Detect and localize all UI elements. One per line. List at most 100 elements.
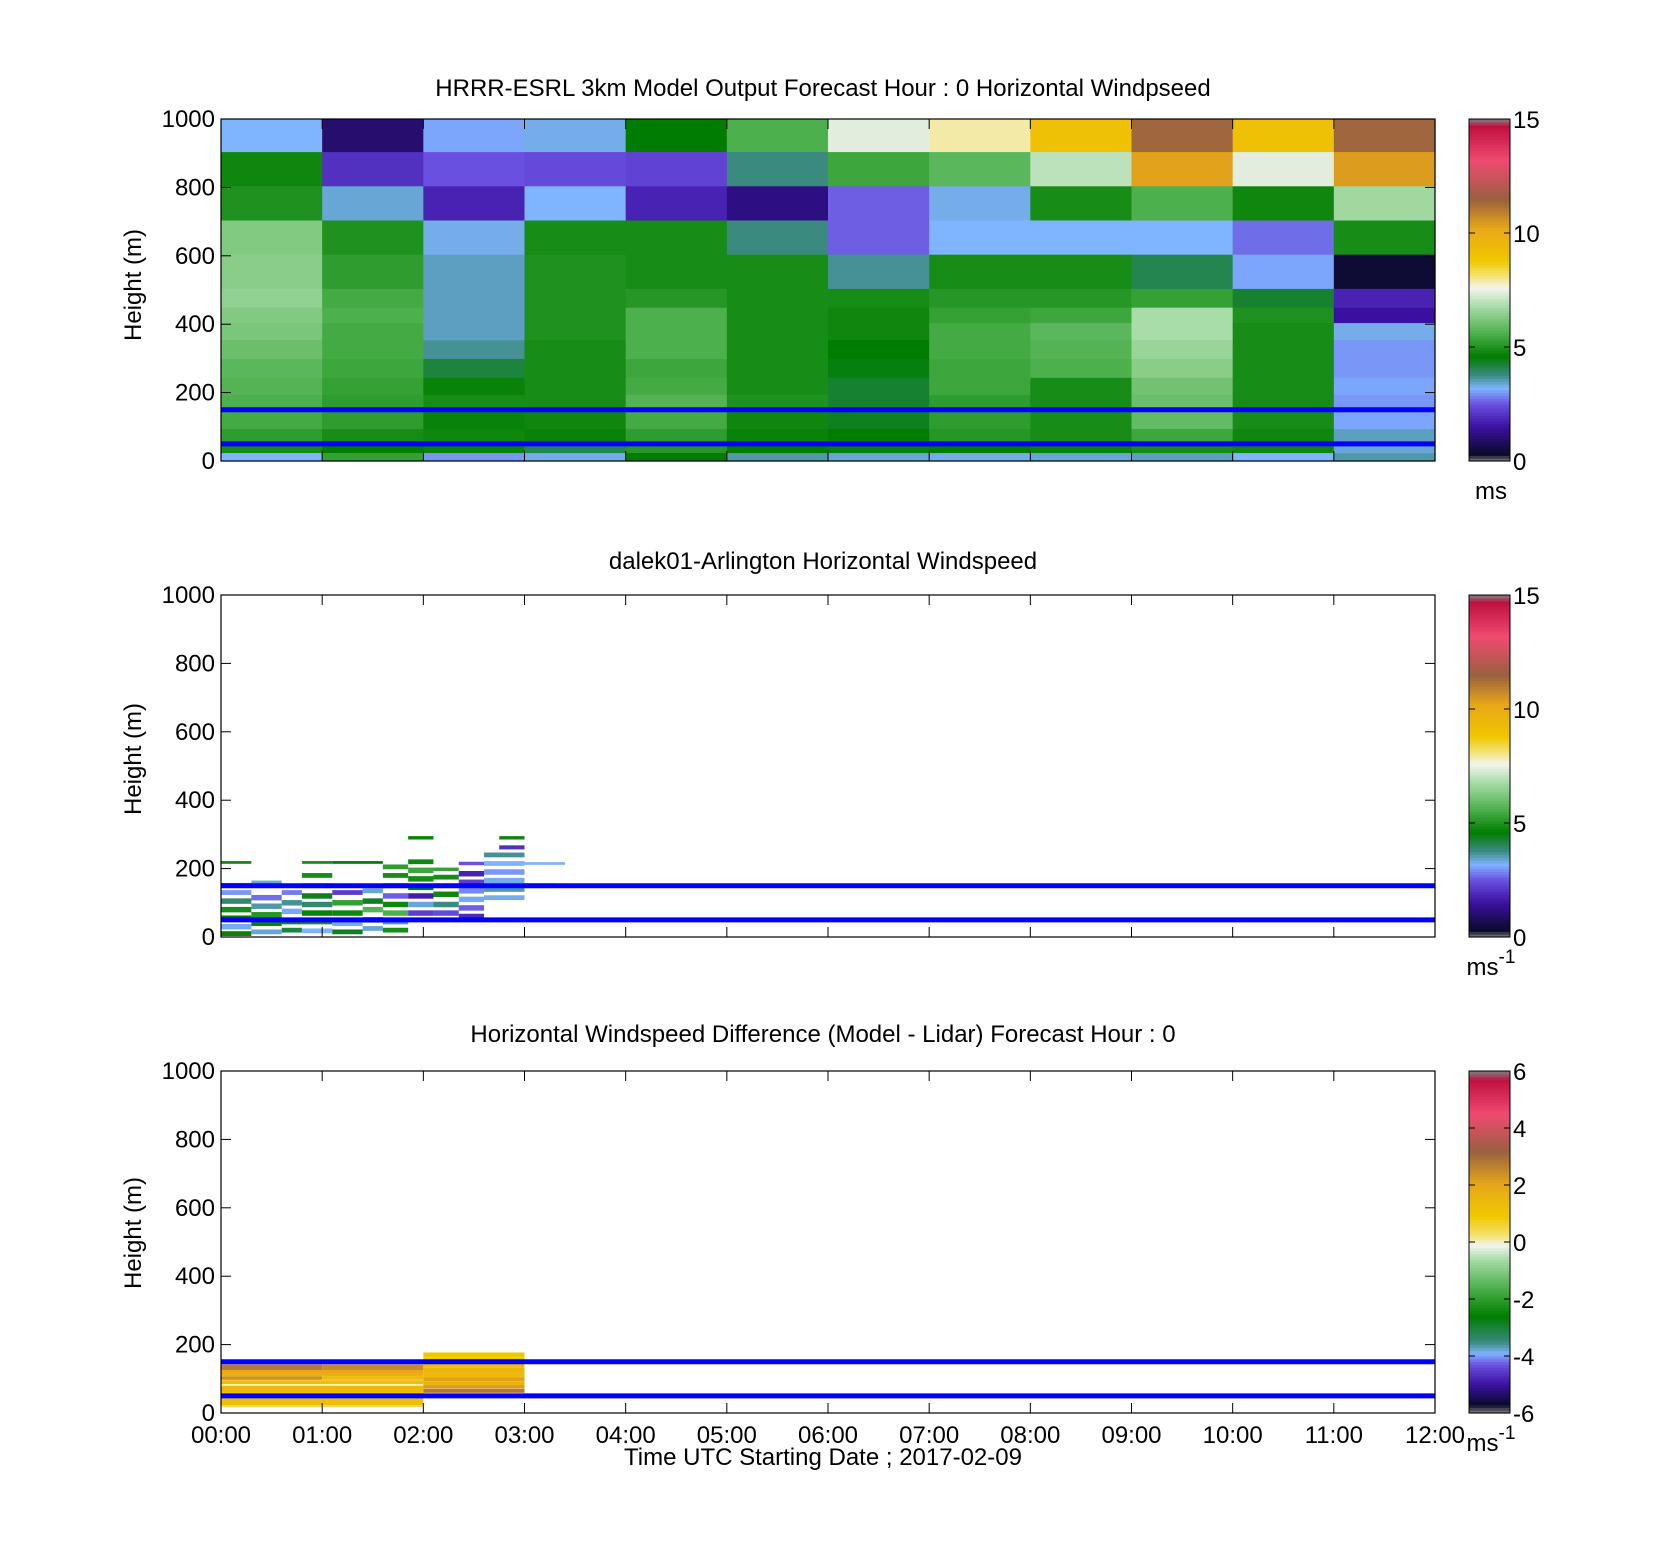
- colorbar-band: [1469, 1122, 1510, 1126]
- heatmap-cell: [1131, 151, 1234, 187]
- colorbar-unit: ms-1: [1467, 947, 1516, 981]
- colorbar-band: [1469, 1210, 1510, 1215]
- colorbar-band: [1469, 922, 1510, 927]
- model-axes: 0 200 400 600 800 1000: [162, 106, 1436, 475]
- colorbar-band: [1469, 1256, 1510, 1260]
- colorbar-band: [1469, 1219, 1510, 1223]
- data-segment: [484, 895, 525, 901]
- colorbar-band: [1469, 1216, 1510, 1220]
- colorbar-tick-label: 10: [1513, 697, 1540, 724]
- heatmap-cell: [322, 119, 424, 153]
- colorbar-band: [1469, 378, 1510, 382]
- colorbar-band: [1469, 808, 1510, 813]
- colorbar-band: [1469, 831, 1510, 835]
- colorbar-band: [1469, 643, 1510, 647]
- colorbar-band: [1469, 238, 1510, 243]
- heatmap-cell: [1030, 339, 1133, 359]
- colorbar-band: [1469, 124, 1510, 129]
- colorbar-band: [1469, 1119, 1510, 1123]
- colorbar-band: [1469, 788, 1510, 793]
- colorbar-band: [1469, 167, 1510, 171]
- data-segment: [524, 862, 565, 865]
- colorbar-band: [1469, 1407, 1510, 1411]
- colorbar-band: [1469, 728, 1510, 733]
- colorbar-band: [1469, 207, 1510, 211]
- xtick-label: 02:00: [393, 1422, 453, 1449]
- colorbar-band: [1469, 281, 1510, 285]
- heatmap-cell: [1333, 428, 1436, 443]
- colorbar-band: [1469, 1330, 1510, 1334]
- heatmap-cell: [1131, 339, 1234, 359]
- colorbar-band: [1469, 349, 1510, 354]
- heatmap-cell: [726, 288, 829, 308]
- heatmap-cell: [1131, 428, 1234, 443]
- heatmap-cell: [828, 452, 930, 462]
- colorbar-band: [1469, 252, 1510, 257]
- heatmap-cell: [1232, 307, 1335, 324]
- colorbar-band: [1469, 1367, 1510, 1371]
- colorbar-band: [1469, 187, 1510, 191]
- colorbar-band: [1469, 657, 1510, 662]
- colorbar-band: [1469, 629, 1510, 633]
- data-segment: [332, 890, 363, 895]
- colorbar-band: [1469, 1344, 1510, 1349]
- colorbar-band: [1469, 1167, 1510, 1172]
- colorbar-band: [1469, 119, 1510, 123]
- heatmap-cell: [524, 151, 627, 187]
- data-segment: [301, 910, 333, 916]
- difference-heatmap: [221, 1071, 1435, 1413]
- colorbar-band: [1469, 897, 1510, 901]
- colorbar-band: [1469, 1401, 1510, 1406]
- colorbar-band: [1469, 1276, 1510, 1280]
- difference-colorbar: -6 -4 -2 0 2 4 6 ms-1: [1467, 1059, 1535, 1457]
- heatmap-cell: [524, 254, 627, 289]
- heatmap-cell: [322, 411, 424, 430]
- data-segment: [458, 888, 485, 894]
- heatmap-cell: [1232, 288, 1335, 308]
- heatmap-cell: [625, 452, 728, 462]
- heatmap-cell: [1030, 288, 1133, 308]
- ytick-label: 600: [175, 1195, 215, 1222]
- heatmap-cell: [929, 254, 1031, 289]
- heatmap-cell: [322, 358, 424, 378]
- colorbar-band: [1469, 1387, 1510, 1391]
- heatmap-cell: [726, 339, 829, 359]
- colorbar-band: [1469, 272, 1510, 277]
- colorbar-band: [1469, 452, 1510, 456]
- lidar-axes: 0 200 400 600 800 1000: [162, 582, 1436, 951]
- heatmap-cell: [524, 185, 627, 221]
- colorbar-band: [1469, 278, 1510, 283]
- heatmap-cell: [929, 411, 1031, 430]
- heatmap-cell: [1131, 377, 1234, 395]
- heatmap-cell: [1232, 219, 1335, 255]
- xtick-label: 10:00: [1203, 1422, 1263, 1449]
- data-segment: [221, 898, 252, 904]
- colorbar-band: [1469, 694, 1510, 699]
- heatmap-cell: [828, 151, 930, 187]
- colorbar-band: [1469, 914, 1510, 918]
- heatmap-cell: [828, 377, 930, 395]
- colorbar-band: [1469, 1082, 1510, 1086]
- colorbar-band: [1469, 857, 1510, 861]
- colorbar-band: [1469, 1176, 1510, 1180]
- data-segment: [382, 893, 409, 899]
- colorbar-band: [1469, 372, 1510, 377]
- heatmap-cell: [1232, 185, 1335, 221]
- colorbar-band: [1469, 851, 1510, 855]
- colorbar-band: [1469, 931, 1510, 935]
- colorbar-band: [1469, 1159, 1510, 1163]
- heatmap-cell: [524, 339, 627, 359]
- colorbar-unit: ms: [1475, 478, 1507, 505]
- heatmap-cell: [423, 288, 526, 308]
- colorbar-band: [1469, 415, 1510, 419]
- heatmap-cell: [221, 219, 323, 255]
- colorbar-band: [1469, 401, 1510, 405]
- colorbar-band: [1469, 138, 1510, 143]
- heatmap-cell: [828, 411, 930, 430]
- colorbar-band: [1469, 828, 1510, 833]
- colorbar-band: [1469, 1073, 1510, 1078]
- heatmap-cell: [1232, 322, 1335, 341]
- heatmap-cell: [1131, 442, 1234, 454]
- colorbar-band: [1469, 1347, 1510, 1351]
- colorbar-band: [1469, 894, 1510, 898]
